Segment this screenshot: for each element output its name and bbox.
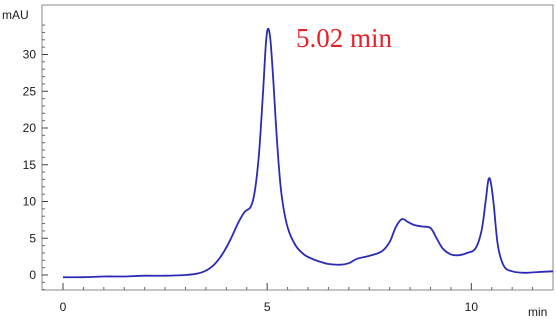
y-tick-label: 15: [23, 158, 37, 172]
chromatogram-trace: [62, 27, 554, 279]
y-tick-label: 30: [23, 48, 37, 62]
y-tick-label: 0: [29, 268, 36, 282]
y-axis-unit-label: mAU: [2, 8, 29, 22]
peak-retention-time-label: 5.02 min: [296, 23, 393, 53]
x-tick-label: 5: [264, 300, 271, 314]
x-tick-label: 0: [60, 300, 67, 314]
y-tick-label: 5: [29, 231, 36, 245]
y-tick-label: 10: [23, 195, 37, 209]
axes: 0 5 10 15 20 25 30 0 5 10: [23, 4, 554, 314]
plot-frame: [41, 4, 554, 291]
x-axis-unit-label: min: [528, 305, 547, 319]
annotations: 5.02 min: [296, 23, 393, 53]
plot-area: [62, 27, 554, 279]
x-tick-label: 10: [465, 300, 479, 314]
y-tick-label: 20: [23, 121, 37, 135]
y-tick-label: 25: [23, 84, 37, 98]
